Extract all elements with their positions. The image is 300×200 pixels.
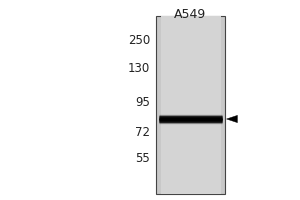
Text: 72: 72 <box>135 127 150 140</box>
Bar <box>160 16 220 194</box>
Text: 95: 95 <box>135 97 150 110</box>
Text: 130: 130 <box>128 62 150 75</box>
Text: 55: 55 <box>135 153 150 166</box>
Bar <box>156 16 225 194</box>
Text: 250: 250 <box>128 33 150 46</box>
Text: A549: A549 <box>174 8 207 21</box>
Polygon shape <box>226 115 237 123</box>
